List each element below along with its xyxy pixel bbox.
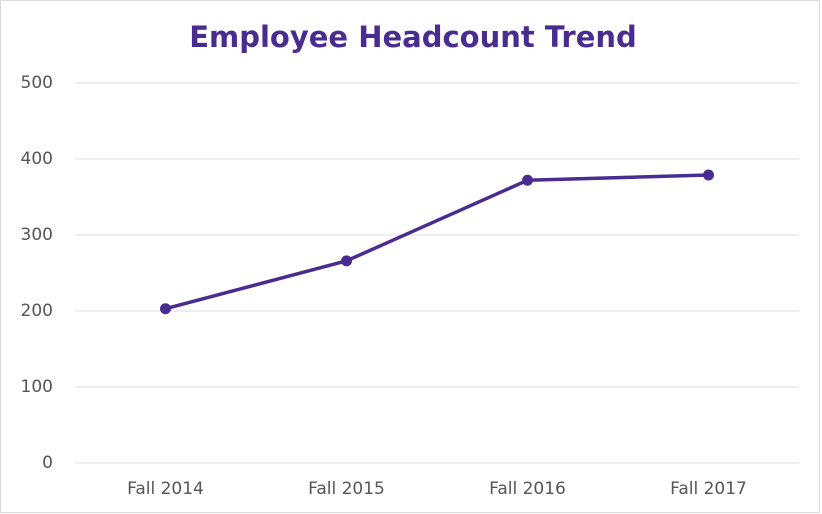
x-tick-label: Fall 2015 — [308, 479, 385, 499]
data-point — [522, 174, 533, 186]
data-point — [341, 255, 352, 267]
y-tick-label: 300 — [21, 225, 53, 245]
chart-title: Employee Headcount Trend — [189, 20, 637, 54]
x-tick-label: Fall 2017 — [670, 479, 747, 499]
y-tick-label: 500 — [21, 73, 53, 93]
data-point — [703, 169, 714, 181]
series-line — [165, 173, 709, 311]
data-point — [160, 303, 171, 315]
x-tick-label: Fall 2016 — [489, 479, 566, 499]
y-tick-label: 0 — [42, 453, 53, 473]
y-tick-label: 100 — [21, 377, 53, 397]
y-tick-label: 400 — [21, 149, 53, 169]
y-tick-label: 200 — [21, 301, 53, 321]
x-tick-label: Fall 2014 — [127, 479, 204, 499]
